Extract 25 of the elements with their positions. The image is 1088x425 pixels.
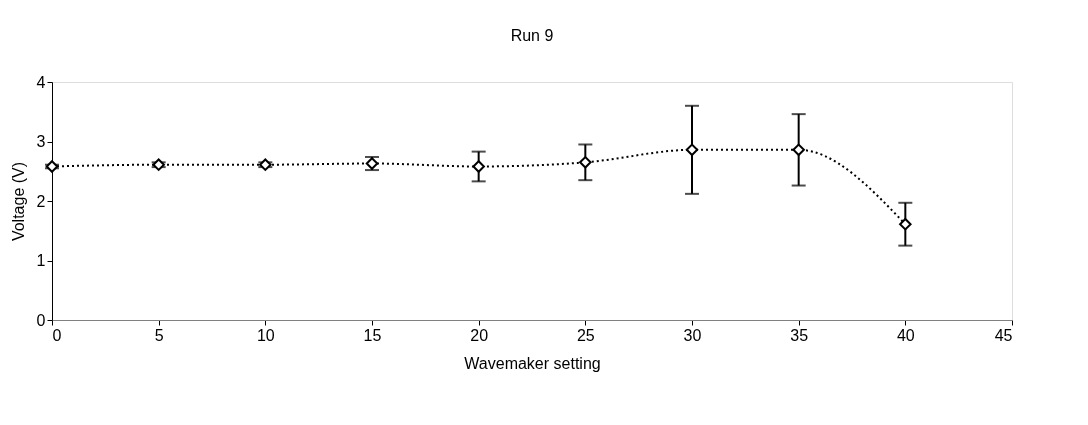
point [579,156,592,169]
x-tick-label: 5 [154,326,164,344]
point [152,158,165,171]
x-tick-label: 10 [256,326,275,344]
chart-title: Run 9 [510,27,554,44]
x-tick-label: 20 [470,326,489,344]
x-tick-label: 15 [363,326,382,344]
point [899,217,912,231]
y-tick-label: 4 [36,73,46,91]
x-tick-label: 25 [576,326,595,344]
y-tick-label: 0 [36,311,46,329]
y-tick-label: 3 [36,133,46,150]
x-tick-label: 40 [896,326,915,344]
point [685,143,699,157]
y-axis-title: Voltage (V) [9,161,27,242]
x-tick-label: 0 [52,326,62,344]
x-tick-label: 45 [994,326,1013,344]
x-axis-title: Wavemaker setting [464,354,601,372]
y-tick-label: 1 [36,252,46,269]
y-tick-label: 2 [36,192,46,210]
x-tick-label: 35 [790,326,809,344]
x-tick-label: 30 [683,326,702,344]
point [792,143,805,157]
point [259,158,272,171]
point [472,160,485,173]
